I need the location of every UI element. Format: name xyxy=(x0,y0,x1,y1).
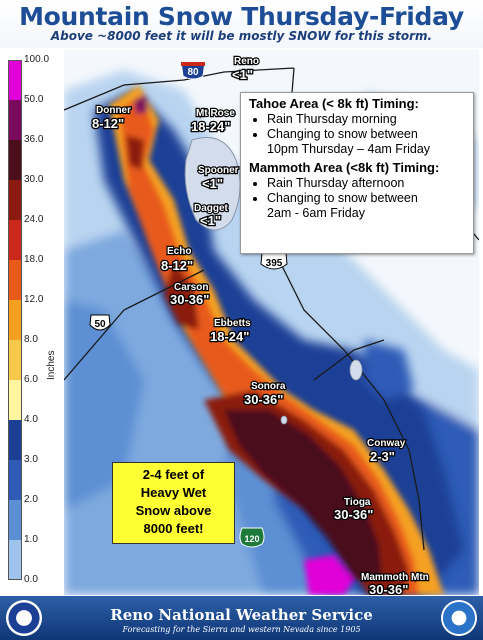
svg-text:18-24": 18-24" xyxy=(191,119,230,134)
callout-line: Snow above xyxy=(135,503,212,518)
office-name: Reno National Weather Service xyxy=(110,606,373,624)
svg-text:Mammoth Mtn: Mammoth Mtn xyxy=(361,572,429,583)
svg-text:8-12": 8-12" xyxy=(161,258,193,273)
place-echo: Echo 8-12" xyxy=(160,245,195,275)
legend-tick-label: 100.0 xyxy=(24,54,50,65)
place-donner: Donner 8-12" xyxy=(91,104,133,133)
legend-tick-label: 36.0 xyxy=(24,134,44,145)
office-tagline: Forecasting for the Sierra and western N… xyxy=(122,625,361,634)
legend-tick-label: 30.0 xyxy=(24,174,44,185)
snow-legend: 100.0 50.0 36.0 30.0 24.0 18.0 12.0 8.0 6.0 4.0 3.… xyxy=(0,52,70,592)
legend-tick-label: 1.0 xyxy=(24,534,38,545)
svg-text:80: 80 xyxy=(187,67,199,78)
noaa-logo-icon xyxy=(441,600,477,636)
tahoe-timing-item: Rain Thursday morning xyxy=(267,112,473,127)
mammoth-timing-item: Changing to snow between xyxy=(267,191,473,206)
place-sonora: Sonora 30-36" xyxy=(243,380,287,409)
svg-text:Reno: Reno xyxy=(234,56,259,67)
svg-text:120: 120 xyxy=(244,534,259,544)
place-ebbetts: Ebbetts 18-24" xyxy=(209,317,253,346)
tahoe-timing-item: Changing to snow between xyxy=(267,127,473,142)
svg-text:Ebbetts: Ebbetts xyxy=(214,318,251,329)
svg-text:<1": <1" xyxy=(232,67,253,82)
heavy-snow-callout: 2-4 feet of Heavy Wet Snow above 8000 fe… xyxy=(112,462,235,544)
svg-text:50: 50 xyxy=(94,319,106,330)
small-lakes xyxy=(280,359,363,425)
legend-tick-label: 0.0 xyxy=(24,574,38,585)
mammoth-timing-heading: Mammoth Area (<8k ft) Timing: xyxy=(249,160,440,175)
mammoth-timing-item: Rain Thursday afternoon xyxy=(267,176,473,191)
mammoth-timing-list: Rain Thursday afternoon Changing to snow… xyxy=(241,176,473,221)
svg-text:Tioga: Tioga xyxy=(344,497,371,508)
map-subtitle: Above ~8000 feet it will be mostly SNOW … xyxy=(50,29,433,43)
legend-tick-label: 6.0 xyxy=(24,374,38,385)
place-mt-rose: Mt Rose 18-24" xyxy=(190,107,237,136)
ca-120-shield: 120 xyxy=(239,527,265,548)
interstate-80-shield: 80 xyxy=(180,61,206,80)
legend-units-label: Inches xyxy=(46,350,57,380)
legend-tick-label: 18.0 xyxy=(24,254,44,265)
svg-text:Spooner: Spooner xyxy=(198,165,239,176)
timing-box: Tahoe Area (< 8k ft) Timing: Rain Thursd… xyxy=(240,92,474,254)
svg-text:30-36": 30-36" xyxy=(334,507,373,522)
tahoe-timing-list: Rain Thursday morning Changing to snow b… xyxy=(241,112,473,157)
svg-text:<1": <1" xyxy=(202,176,223,191)
footer-banner xyxy=(0,596,483,640)
svg-text:2-3": 2-3" xyxy=(370,449,395,464)
svg-text:Dagget: Dagget xyxy=(194,203,229,214)
svg-text:30-36": 30-36" xyxy=(369,582,408,595)
legend-tick-label: 8.0 xyxy=(24,334,38,345)
place-carson: Carson 30-36" xyxy=(169,281,211,309)
callout-line: 2-4 feet of xyxy=(142,467,205,482)
place-dagget: Dagget <1" xyxy=(193,202,230,230)
legend-tick-label: 4.0 xyxy=(24,414,38,425)
svg-text:Mt Rose: Mt Rose xyxy=(196,108,235,119)
svg-text:30-36": 30-36" xyxy=(244,392,283,407)
legend-tick-label: 50.0 xyxy=(24,94,44,105)
svg-text:Sonora: Sonora xyxy=(251,381,286,392)
svg-text:Conway: Conway xyxy=(367,438,406,449)
svg-text:<1": <1" xyxy=(200,213,221,228)
map-title: Mountain Snow Thursday-Friday xyxy=(19,2,464,31)
legend-border xyxy=(8,60,22,580)
svg-text:30-36": 30-36" xyxy=(170,292,209,307)
legend-tick-label: 12.0 xyxy=(24,294,44,305)
svg-text:Echo: Echo xyxy=(167,246,191,257)
snow-shading-heavy xyxy=(109,85,444,595)
us-395-shield: 395 xyxy=(260,252,288,270)
mammoth-timing-item: 2am - 6am Friday xyxy=(267,206,365,220)
svg-text:18-24": 18-24" xyxy=(210,329,249,344)
legend-tick-label: 3.0 xyxy=(24,454,38,465)
tahoe-timing-item: 10pm Thursday – 4am Friday xyxy=(267,142,431,156)
tahoe-timing-heading: Tahoe Area (< 8k ft) Timing: xyxy=(249,96,419,111)
svg-text:Carson: Carson xyxy=(174,282,208,293)
lake-tahoe xyxy=(184,137,241,231)
callout-line: 8000 feet! xyxy=(143,521,204,536)
svg-text:8-12": 8-12" xyxy=(92,116,124,131)
place-mammoth-mtn: Mammoth Mtn 30-36" xyxy=(360,571,430,595)
place-reno: Reno <1" xyxy=(231,55,261,84)
svg-text:Donner: Donner xyxy=(96,105,131,116)
snowfall-map: 80 50 395 120 Reno <1" Donner 8-12" Mt R… xyxy=(64,50,479,595)
header-banner: Mountain Snow Thursday-Friday Above ~800… xyxy=(0,0,483,48)
legend-tick-label: 2.0 xyxy=(24,494,38,505)
place-conway: Conway 2-3" xyxy=(366,437,407,466)
svg-text:395: 395 xyxy=(266,258,283,269)
place-tioga: Tioga 30-36" xyxy=(333,496,375,523)
legend-tick-label: 24.0 xyxy=(24,214,44,225)
place-spooner: Spooner <1" xyxy=(197,164,240,193)
us-50-shield: 50 xyxy=(89,314,111,331)
callout-line: Heavy Wet xyxy=(140,485,207,500)
nws-logo-icon xyxy=(6,600,42,636)
